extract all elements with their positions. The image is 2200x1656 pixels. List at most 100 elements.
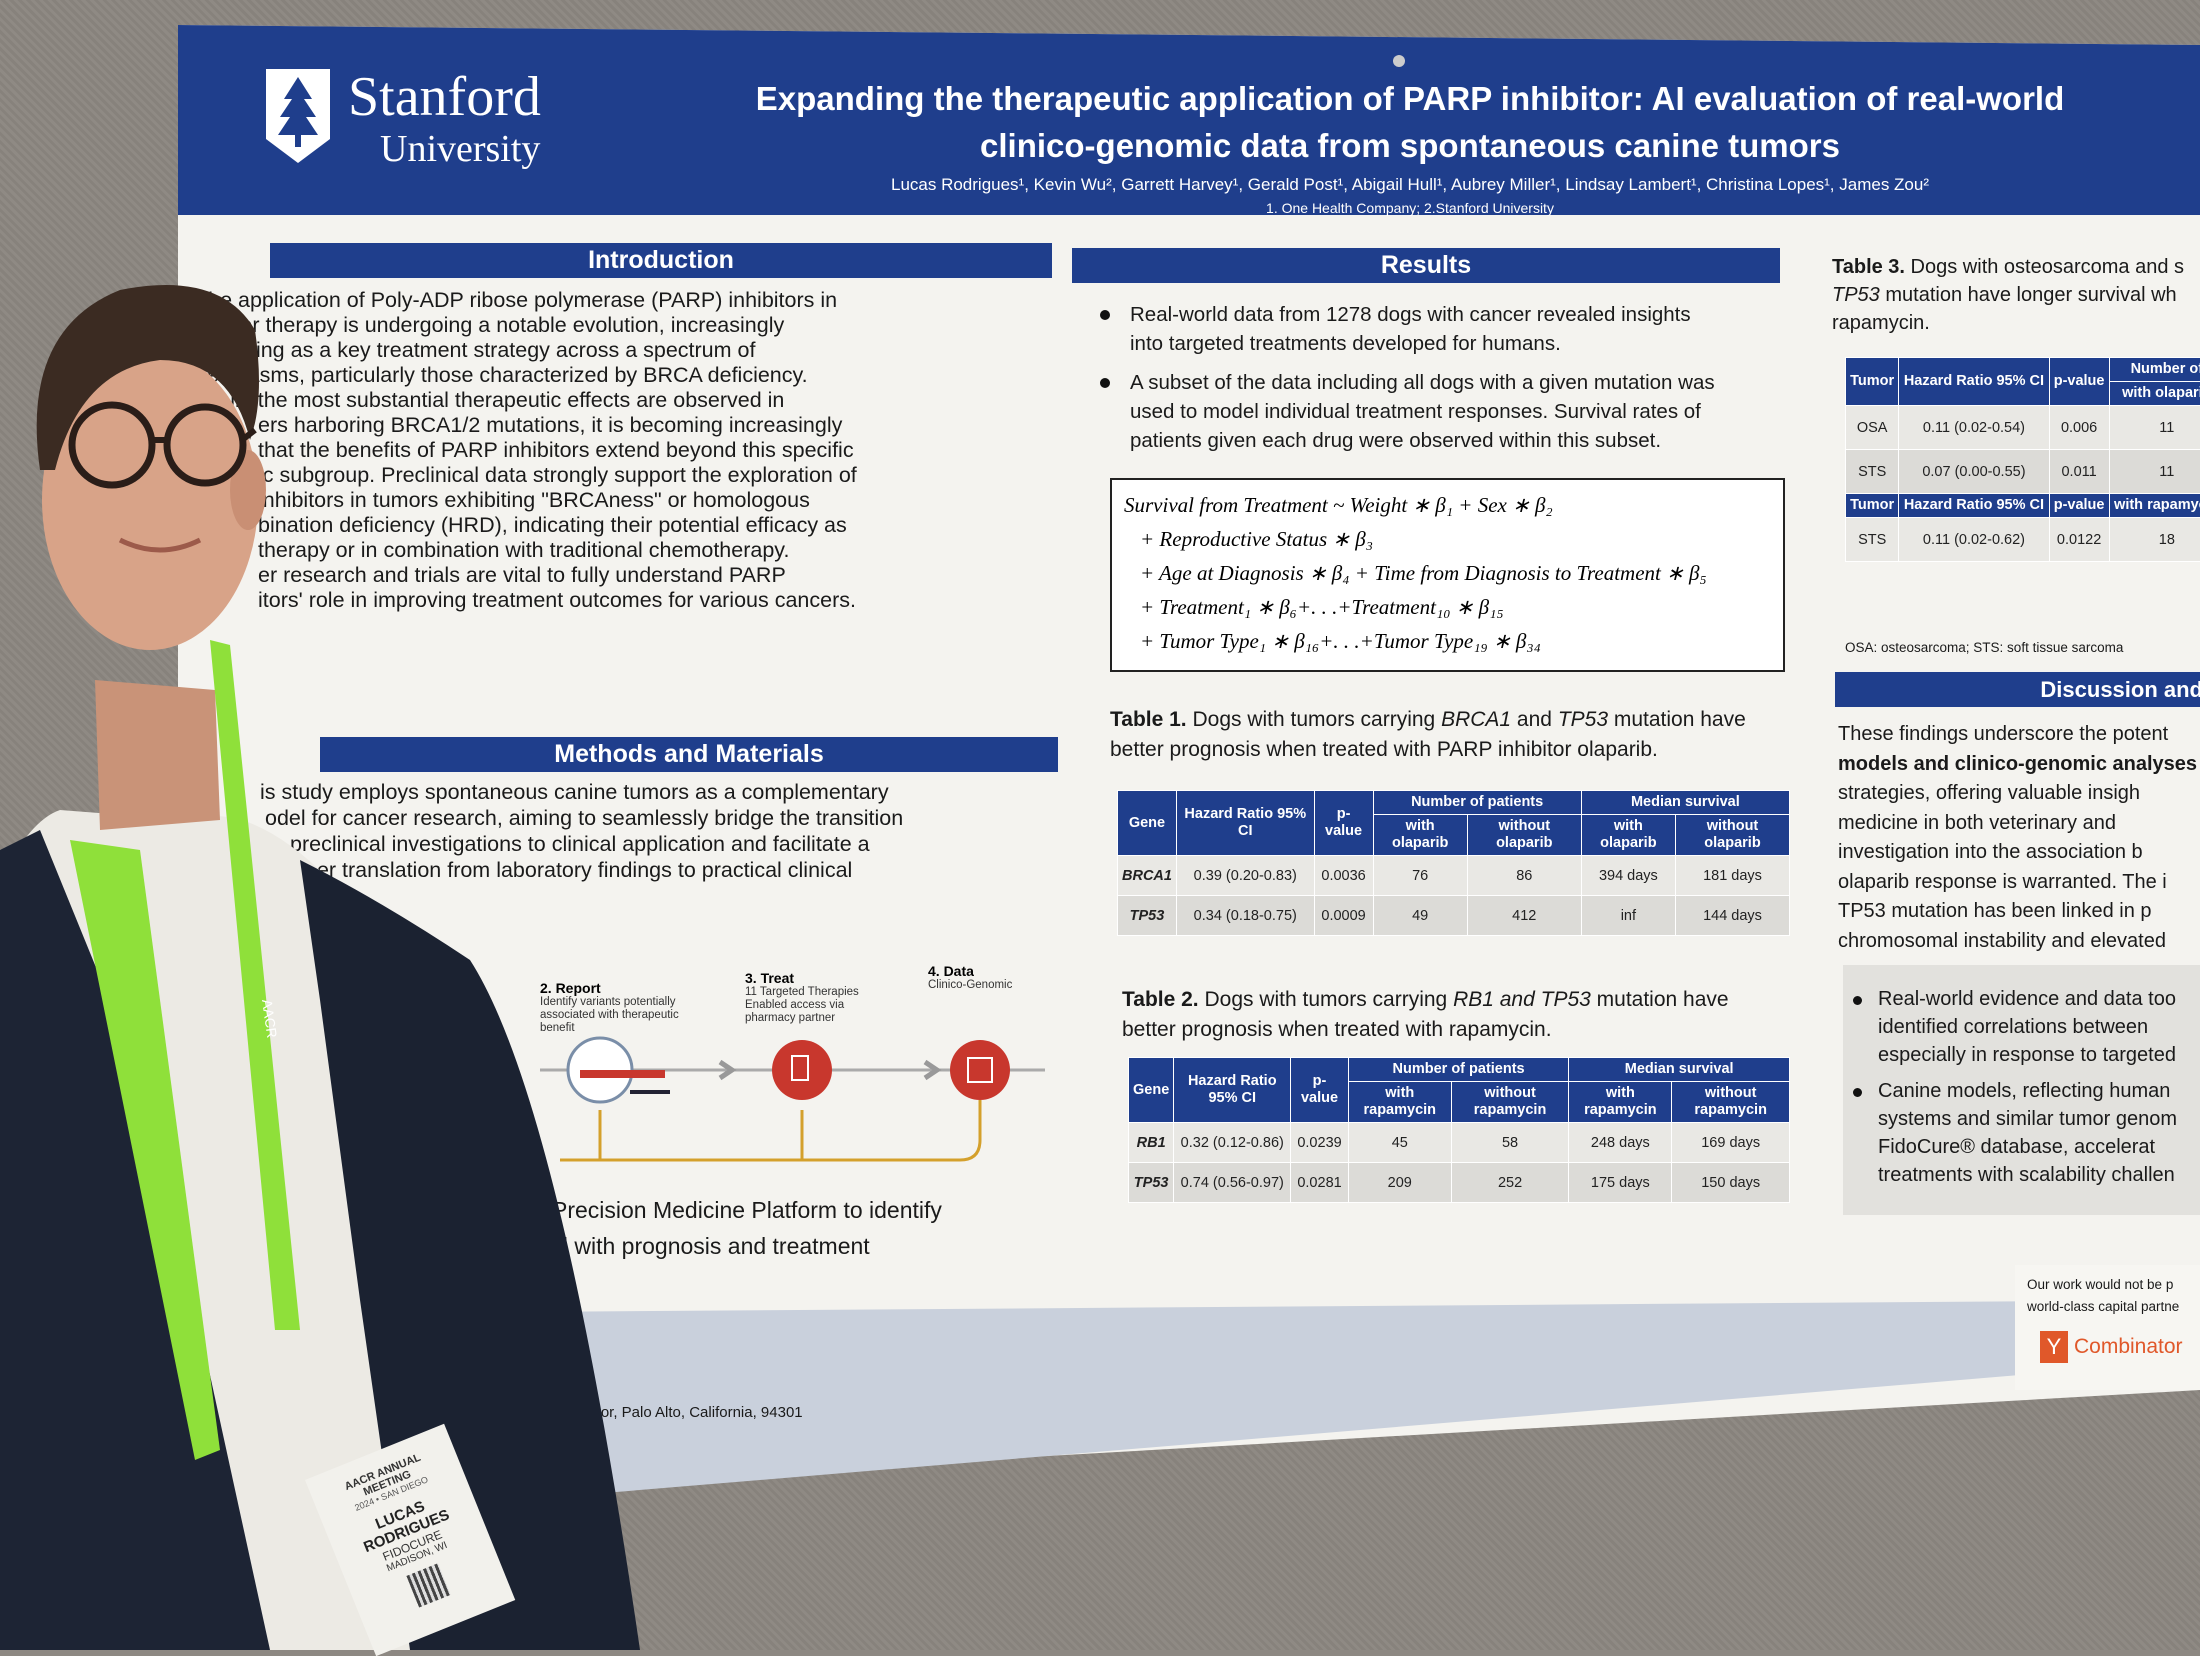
table-cell: 86 bbox=[1467, 856, 1581, 896]
table-cell: 0.34 (0.18-0.75) bbox=[1176, 896, 1314, 936]
text-line: identified correlations between bbox=[1878, 1013, 2148, 1042]
column-header: Hazard Ratio 95% CI bbox=[1176, 791, 1314, 856]
table-cell: 0.006 bbox=[2049, 406, 2109, 450]
column-header: with rapamycin bbox=[1569, 1082, 1672, 1123]
formula-line: + Treatment₁ ∗ β₆+. . .+Treatment₁₀ ∗ β₁… bbox=[1124, 590, 1771, 624]
data-chart-icon bbox=[950, 1040, 1010, 1100]
text-line: Real-world data from 1278 dogs with canc… bbox=[1130, 300, 1691, 329]
model-formula: Survival from Treatment ~ Weight ∗ β₁ + … bbox=[1110, 478, 1785, 672]
section-results: Results bbox=[1072, 248, 1780, 283]
table-cell: BRCA1 bbox=[1118, 856, 1177, 896]
acknowledgement-box: Our work would not be p world-class capi… bbox=[2015, 1265, 2200, 1390]
group-header: Number of bbox=[2109, 358, 2200, 382]
caption-text: and bbox=[1511, 708, 1558, 731]
table-cell: 0.74 (0.56-0.97) bbox=[1174, 1163, 1291, 1203]
caption-text: better prognosis when treated with PARP … bbox=[1110, 738, 1658, 761]
caption-text: better prognosis when treated with rapam… bbox=[1122, 1018, 1552, 1041]
caption-text: mutation have bbox=[1591, 988, 1729, 1011]
table-label: Table 1. bbox=[1110, 708, 1187, 731]
table1-caption: Table 1. Dogs with tumors carrying BRCA1… bbox=[1110, 705, 1746, 765]
table-cell: 0.39 (0.20-0.83) bbox=[1176, 856, 1314, 896]
table-cell: 144 days bbox=[1676, 896, 1790, 936]
table-cell: RB1 bbox=[1129, 1123, 1174, 1163]
text-line: systems and similar tumor genom bbox=[1878, 1105, 2177, 1134]
formula-line: + Reproductive Status ∗ β₃ bbox=[1124, 522, 1771, 556]
ack-line: Our work would not be p bbox=[2027, 1277, 2173, 1293]
logo-name: Combinator bbox=[2074, 1335, 2183, 1359]
column-header: Gene bbox=[1129, 1058, 1174, 1123]
text-line: into targeted treatments developed for h… bbox=[1130, 329, 1561, 358]
column-header: without olaparib bbox=[1467, 815, 1581, 856]
caption-text: rapamycin. bbox=[1832, 312, 1930, 334]
column-header: with olaparib bbox=[1373, 815, 1467, 856]
text-line: patients given each drug were observed w… bbox=[1130, 426, 1661, 455]
column-header: Hazard Ratio 95% CI bbox=[1899, 494, 2049, 518]
text-line: TP53 mutation has been linked in p bbox=[1838, 899, 2152, 923]
poster-title-line1: Expanding the therapeutic application of… bbox=[630, 80, 2190, 118]
column-header: without rapamycin bbox=[1451, 1082, 1569, 1123]
group-header: Median survival bbox=[1581, 791, 1789, 815]
text-line: investigation into the association b bbox=[1838, 840, 2143, 864]
table-cell: 169 days bbox=[1672, 1123, 1790, 1163]
table-cell: 76 bbox=[1373, 856, 1467, 896]
table2-caption: Table 2. Dogs with tumors carrying RB1 a… bbox=[1122, 985, 1729, 1045]
text-line: treatments with scalability challen bbox=[1878, 1161, 2175, 1190]
column-header: p-value bbox=[1314, 791, 1373, 856]
affiliations: 1. One Health Company; 2.Stanford Univer… bbox=[710, 200, 2110, 216]
table-cell: 252 bbox=[1451, 1163, 1569, 1203]
table-cell: 175 days bbox=[1569, 1163, 1672, 1203]
table-cell: 209 bbox=[1348, 1163, 1451, 1203]
caption-text: Dogs with osteosarcoma and s bbox=[1905, 256, 2184, 278]
section-discussion: Discussion and C bbox=[1835, 672, 2200, 707]
column-header: with olaparib bbox=[1581, 815, 1675, 856]
column-header: p-value bbox=[2049, 494, 2109, 518]
text-line: used to model individual treatment respo… bbox=[1130, 397, 1701, 426]
text-line: Real-world evidence and data too bbox=[1878, 985, 2176, 1014]
table-cell: 0.11 (0.02-0.54) bbox=[1899, 406, 2049, 450]
caption-text: mutation have longer survival wh bbox=[1880, 284, 2177, 306]
table-cell: 0.0009 bbox=[1314, 896, 1373, 936]
table-cell: OSA bbox=[1846, 406, 1899, 450]
column-header: Gene bbox=[1118, 791, 1177, 856]
table-cell: 0.0122 bbox=[2049, 518, 2109, 562]
table-cell: 45 bbox=[1348, 1123, 1451, 1163]
text-line: FidoCure® database, accelerat bbox=[1878, 1133, 2155, 1162]
y-logo-icon: Y bbox=[2040, 1331, 2068, 1363]
qr-code-icon bbox=[406, 1563, 450, 1607]
table-cell: 0.0281 bbox=[1291, 1163, 1349, 1203]
table-cell: 58 bbox=[1451, 1123, 1569, 1163]
column-header: without rapamycin bbox=[1672, 1082, 1790, 1123]
table-cell: 0.11 (0.02-0.62) bbox=[1899, 518, 2049, 562]
gene: RB1 and TP53 bbox=[1453, 988, 1591, 1011]
column-header: with olaparib bbox=[2109, 382, 2200, 406]
group-header: Median survival bbox=[1569, 1058, 1790, 1082]
formula-line: Survival from Treatment ~ Weight ∗ β₁ + … bbox=[1124, 488, 1771, 522]
bullet-dot bbox=[1853, 996, 1862, 1005]
table-cell: 394 days bbox=[1581, 856, 1675, 896]
table-cell: 150 days bbox=[1672, 1163, 1790, 1203]
text-line: strategies, offering valuable insigh bbox=[1838, 781, 2140, 805]
table-cell: 11 bbox=[2109, 450, 2200, 494]
neck bbox=[95, 680, 220, 830]
gene: TP53 bbox=[1832, 284, 1880, 306]
formula-line: + Tumor Type₁ ∗ β₁₆+. . .+Tumor Type₁₉ ∗… bbox=[1124, 624, 1771, 658]
column-header: Hazard Ratio 95% CI bbox=[1174, 1058, 1291, 1123]
text-line: medicine in both veterinary and bbox=[1838, 811, 2116, 835]
text-line: especially in response to targeted bbox=[1878, 1041, 2176, 1070]
table-cell: 0.0036 bbox=[1314, 856, 1373, 896]
treat-pill-bottle-icon bbox=[772, 1040, 832, 1100]
bullet-dot bbox=[1100, 310, 1110, 320]
column-header: p-value bbox=[1291, 1058, 1349, 1123]
column-header: without olaparib bbox=[1676, 815, 1790, 856]
column-header: with rapamycin bbox=[2109, 494, 2200, 518]
